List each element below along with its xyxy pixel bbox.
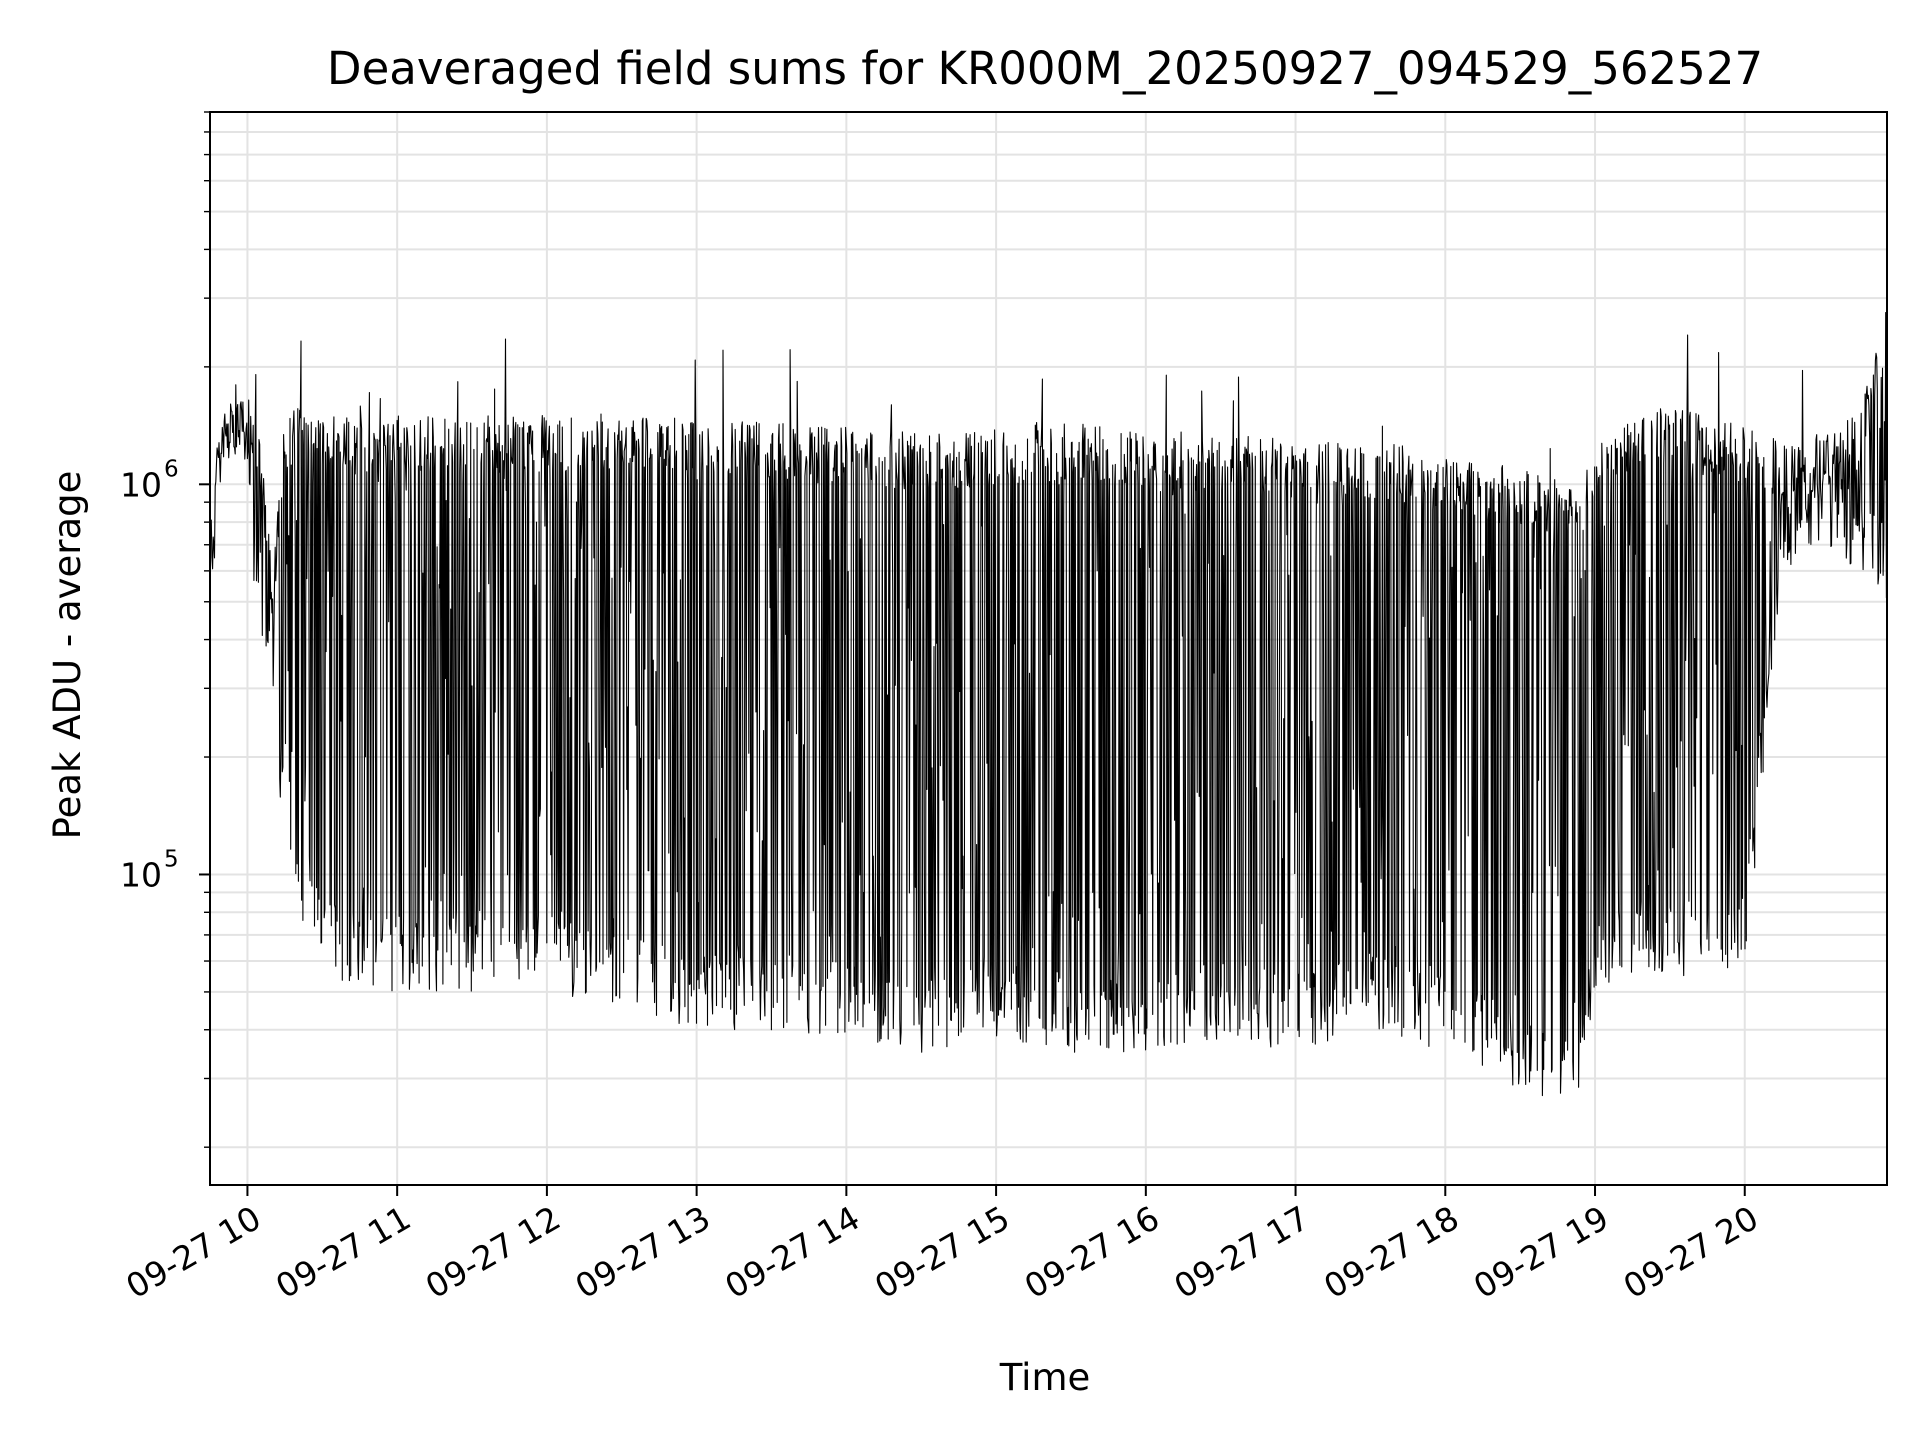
y-tick-label: 10 xyxy=(120,855,162,894)
x-tick-label: 09-27 12 xyxy=(419,1198,567,1306)
series-line xyxy=(209,311,1888,1097)
x-axis: 09-27 10 09-27 11 09-27 12 09-27 13 09-27 14… xyxy=(119,1185,1765,1306)
chart-title: Deaveraged field sums for KR000M_2025092… xyxy=(327,42,1763,95)
x-tick-label: 09-27 18 xyxy=(1317,1198,1465,1306)
y-tick-label: 10 xyxy=(120,465,162,504)
x-tick-label: 09-27 16 xyxy=(1018,1198,1166,1306)
x-tick-label: 09-27 13 xyxy=(569,1198,717,1306)
y-tick-label-exponent: 6 xyxy=(164,456,179,482)
y-tick-label-exponent: 5 xyxy=(164,846,179,872)
data-series xyxy=(209,311,1888,1097)
x-tick-label: 09-27 19 xyxy=(1467,1198,1615,1306)
x-tick-label: 09-27 20 xyxy=(1617,1198,1765,1306)
x-tick-label: 09-27 10 xyxy=(119,1198,267,1306)
x-tick-label: 09-27 11 xyxy=(269,1198,417,1306)
x-tick-label: 09-27 14 xyxy=(718,1198,866,1306)
plot-frame xyxy=(209,111,1888,1186)
x-tick-label: 09-27 17 xyxy=(1168,1198,1316,1306)
y-axis-label: Peak ADU - average xyxy=(46,471,89,840)
x-axis-label: Time xyxy=(999,1356,1091,1399)
x-tick-label: 09-27 15 xyxy=(868,1198,1016,1306)
